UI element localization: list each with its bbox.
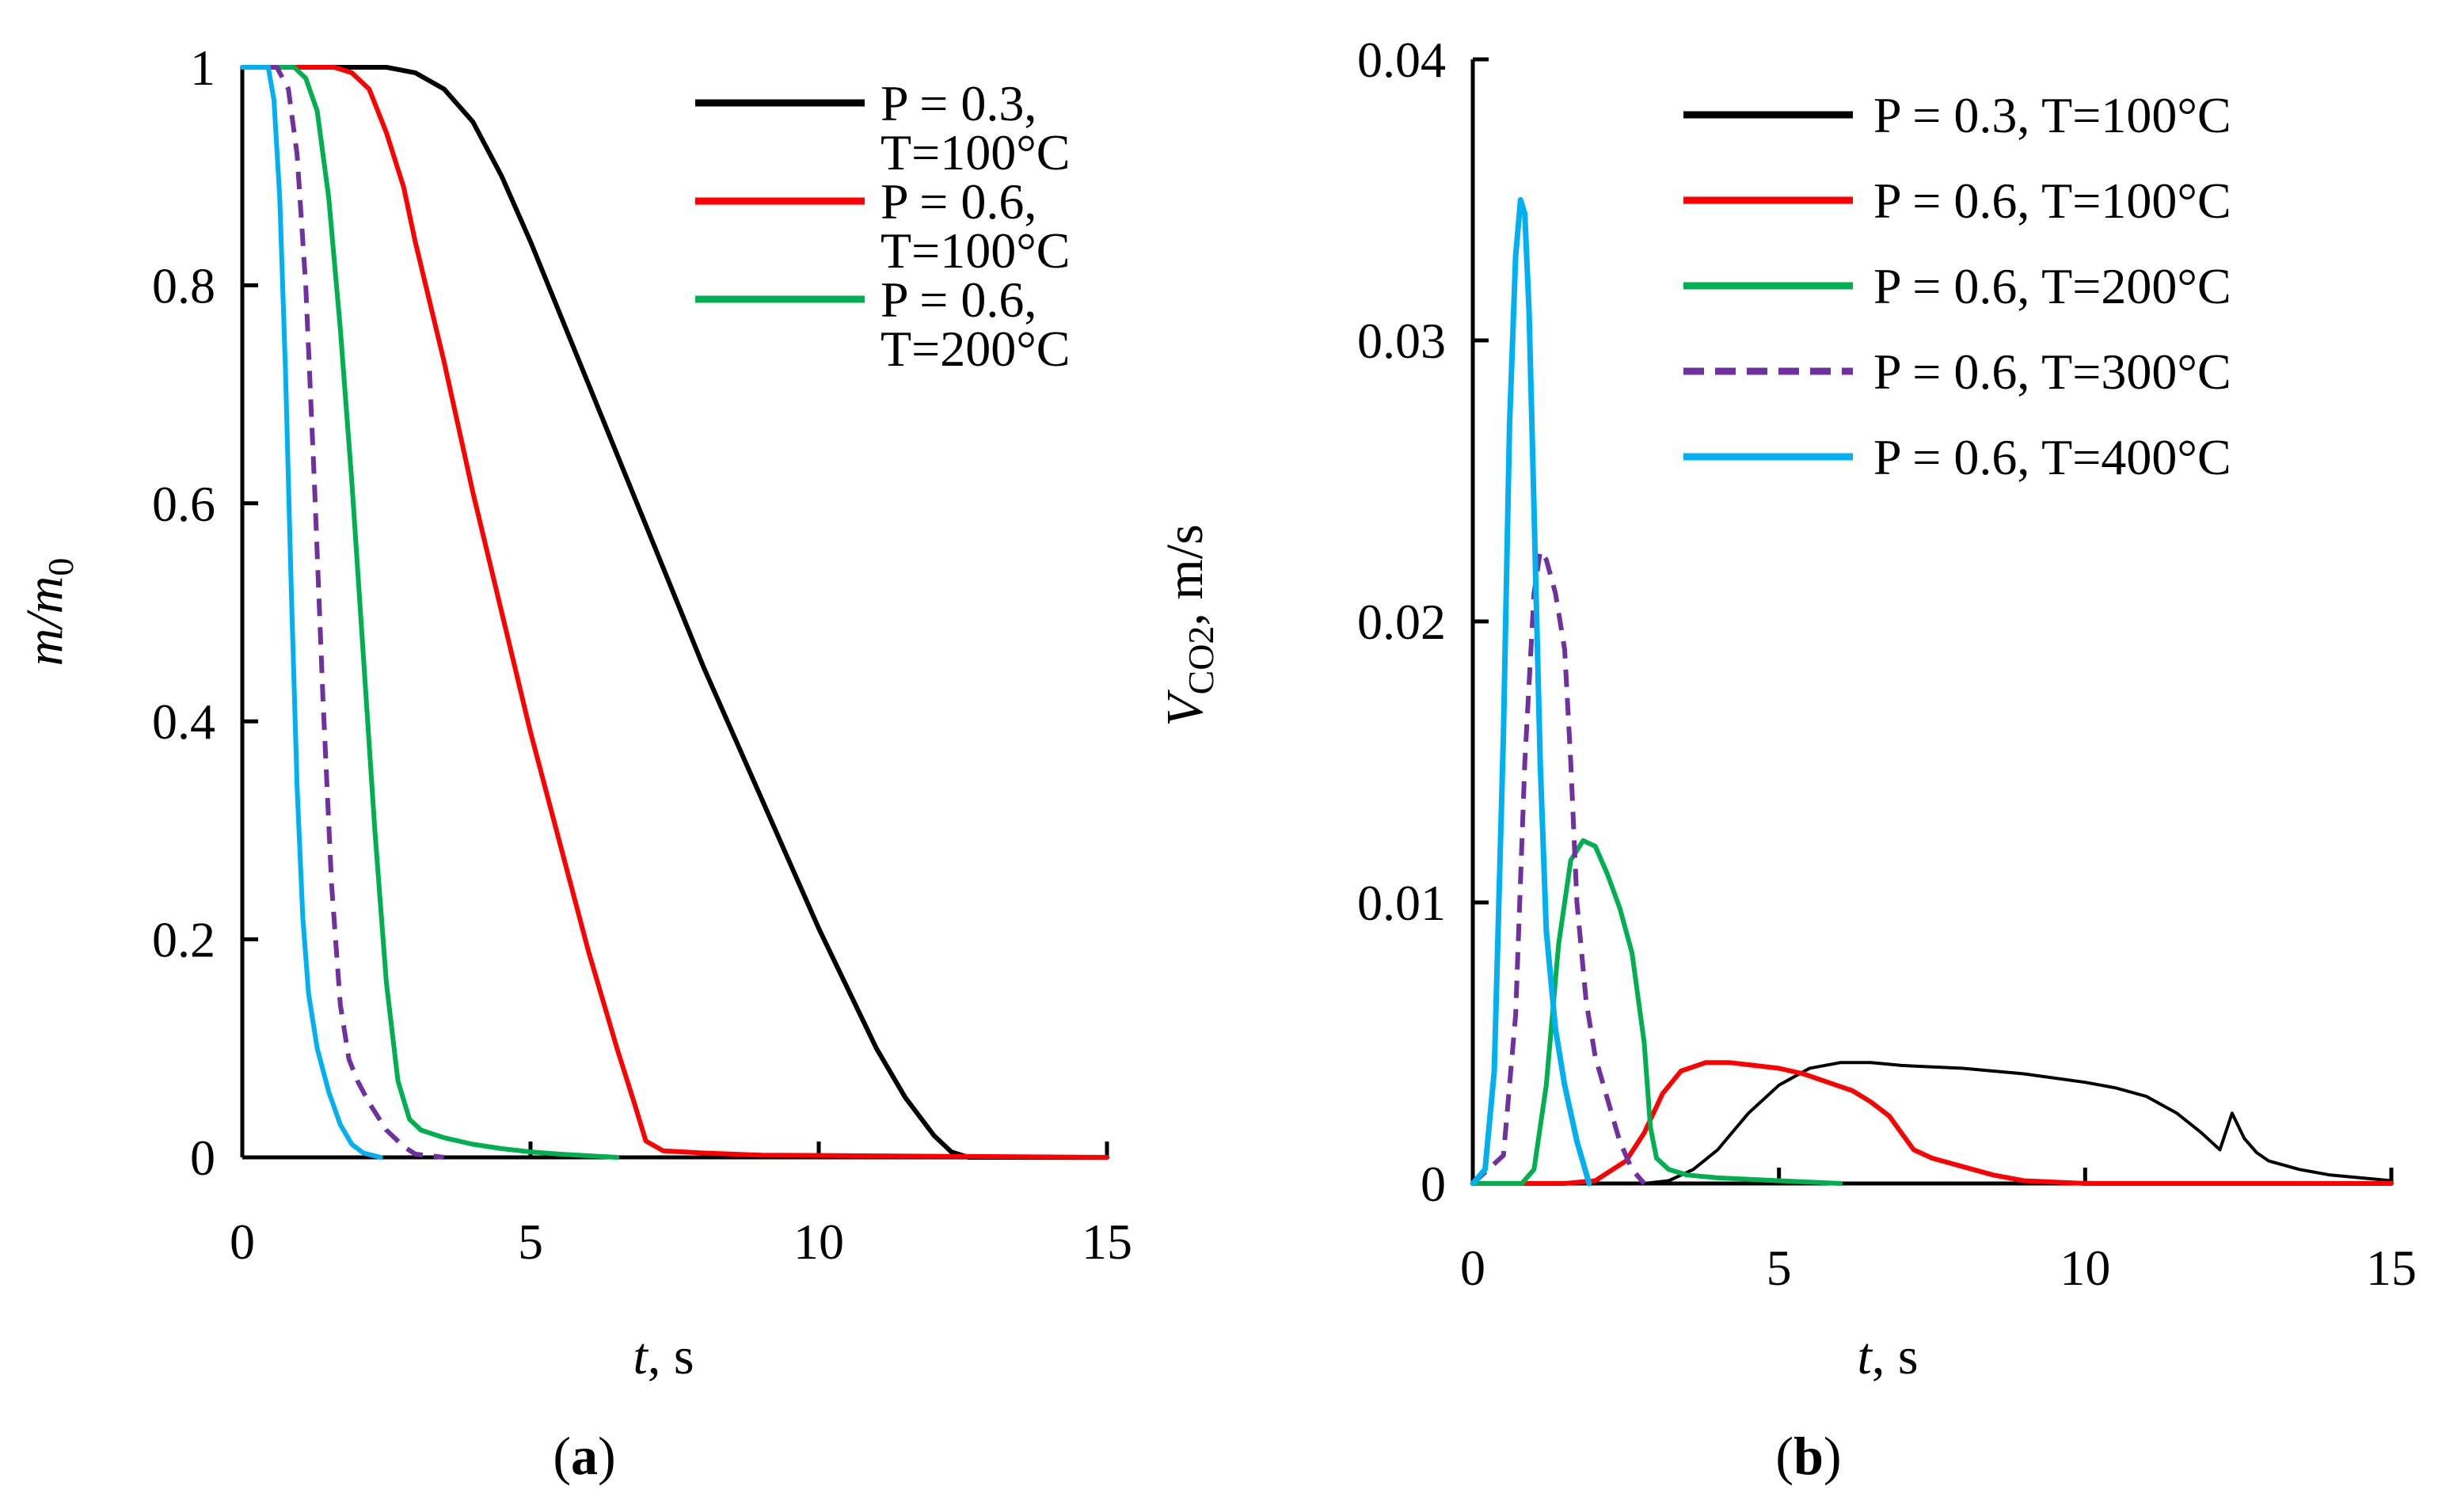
series-line [1470, 197, 1592, 1187]
y-tick-label: 0.8 [152, 257, 215, 313]
panel-label: (b) [1775, 1426, 1841, 1486]
legend-label: T=100°C [881, 124, 1070, 180]
x-tick-label: 5 [518, 1214, 543, 1270]
y-tick-label: 0.02 [1357, 594, 1446, 650]
y-axis-label: VCO2, m/s [1156, 524, 1221, 727]
y-tick-label: 0.01 [1357, 875, 1446, 931]
legend-label: P = 0.6, T=400°C [1873, 429, 2231, 485]
legend-label: P = 0.6, T=200°C [1873, 258, 2231, 314]
y-tick-label: 0.03 [1357, 313, 1446, 369]
panel-label: (a) [553, 1426, 615, 1486]
y-tick-label: 0 [1421, 1156, 1446, 1212]
series-line [242, 65, 445, 1160]
y-tick-label: 0.4 [152, 693, 215, 750]
x-tick-label: 10 [793, 1214, 844, 1270]
legend-label: T=200°C [881, 321, 1070, 377]
legend-label: P = 0.3, [881, 75, 1037, 131]
series-line [240, 65, 620, 1160]
series-line [240, 65, 1109, 1160]
x-tick-label: 15 [1082, 1214, 1132, 1270]
panel-a-chart: 00.20.40.60.810 5 10 15P = 0.3,T=100°CP = 0… [16, 40, 1132, 1486]
y-tick-label: 1 [190, 40, 215, 96]
y-tick-label: 0.6 [152, 476, 215, 532]
x-tick-label: 5 [1767, 1240, 1792, 1296]
legend-label: P = 0.6, T=100°C [1873, 173, 2231, 229]
series-line [1471, 1061, 2393, 1185]
x-tick-label: 15 [2366, 1240, 2417, 1296]
series-line [240, 65, 383, 1160]
legend-label: P = 0.6, [881, 173, 1037, 230]
x-tick-label: 0 [230, 1214, 255, 1270]
y-axis-label: m/m0 [16, 558, 81, 667]
y-tick-label: 0 [190, 1130, 215, 1186]
series-line [1470, 838, 1843, 1186]
x-axis-label: t, s [1857, 1328, 1918, 1385]
x-tick-label: 10 [2060, 1240, 2110, 1296]
y-tick-label: 0.2 [152, 912, 215, 968]
y-tick-label: 0.04 [1357, 32, 1446, 88]
legend-label: P = 0.3, T=100°C [1873, 87, 2231, 143]
legend-label: P = 0.6, T=300°C [1873, 344, 2231, 400]
panel-b-chart: 0 0.01 0.02 0.03 0.04 0 5 10 15 P = 0.3, T=100°C P… [1156, 32, 2417, 1486]
legend-label: T=100°C [881, 222, 1070, 279]
series-line [1470, 549, 1646, 1186]
series-line [1470, 1060, 2394, 1186]
x-tick-label: 0 [1460, 1240, 1485, 1296]
x-axis-label: t, s [633, 1328, 694, 1385]
series-line [240, 65, 1109, 1160]
legend-label: P = 0.6, [881, 272, 1037, 328]
